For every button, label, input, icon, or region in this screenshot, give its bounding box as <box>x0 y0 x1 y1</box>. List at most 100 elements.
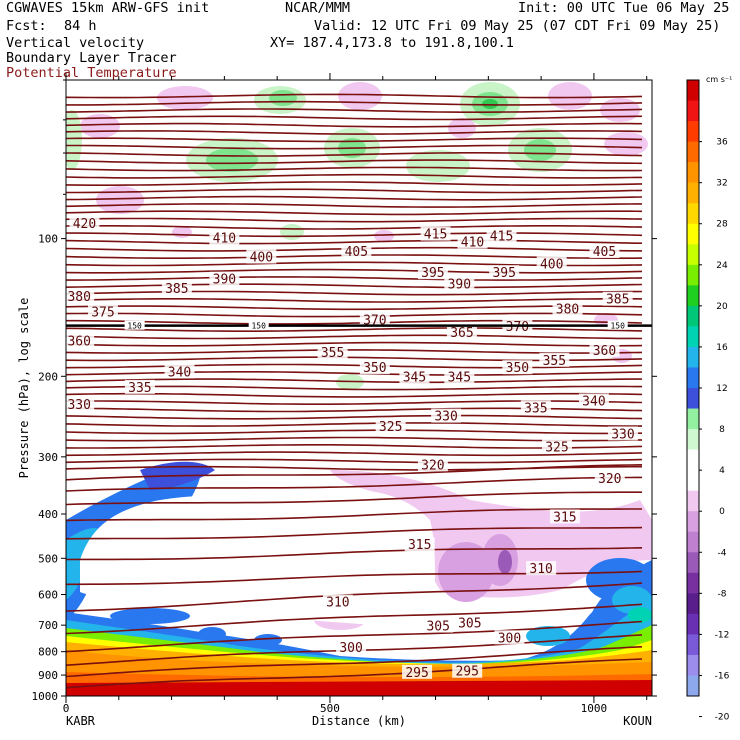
isentrope-label: 360 <box>67 335 90 350</box>
isentrope-label: 345 <box>448 370 471 385</box>
cross-section-endpoints: XY= 187.4,173.8 to 191.8,100.1 <box>270 35 514 51</box>
isentrope-line <box>66 152 643 157</box>
colorbar-swatch <box>687 531 699 553</box>
isentrope-line <box>66 547 643 561</box>
colorbar-swatch <box>687 244 699 266</box>
isentrope-label-bg <box>336 639 367 654</box>
isentrope-line <box>66 385 643 391</box>
field-potential-temperature: Potential Temperature <box>6 65 177 81</box>
colorbar-label: 32 <box>716 179 727 189</box>
bl-tracer-contours: 150 150 150 <box>66 320 652 331</box>
isentrope-label: 375 <box>91 305 114 320</box>
forecast-hour: 84 h <box>64 18 97 34</box>
isentrope-label: 330 <box>67 398 90 413</box>
colorbar-label: 12 <box>716 384 727 394</box>
isentrope-label: 385 <box>165 282 188 297</box>
isentrope-line <box>66 173 643 179</box>
isentrope-line <box>66 451 643 457</box>
isentrope-line <box>66 458 643 464</box>
colorbar-swatch <box>687 285 699 307</box>
colorbar-label: -12 <box>715 630 730 640</box>
isentrope-line <box>66 93 643 99</box>
isentrope-label: 355 <box>321 346 344 361</box>
x-axis: 0 500 1000 <box>63 73 648 715</box>
colorbar-swatch <box>687 470 699 492</box>
isentrope-label-bg <box>404 537 435 552</box>
isentrope-line <box>66 526 643 540</box>
isentrope-label-bg <box>494 630 525 645</box>
isentrope-label-bg <box>446 325 477 340</box>
y-axis-label: Pressure (hPa), log scale <box>17 298 31 479</box>
bl-tracer-label: 150 <box>610 322 625 331</box>
isentrope-label-bg <box>124 379 155 394</box>
isentrope-label-bg <box>552 301 583 316</box>
x-tick-label: 0 <box>63 702 70 715</box>
isentrope-label-bg <box>164 364 195 379</box>
colorbar-swatch <box>687 346 699 368</box>
colorbar-swatch <box>687 203 699 225</box>
colorbar-label: 36 <box>716 138 728 148</box>
left-station-label: KABR <box>66 714 96 728</box>
isentrope-label-bg <box>66 396 95 411</box>
isentrope-label: 415 <box>490 230 513 245</box>
isentrope-line <box>66 276 643 281</box>
isentrope-line <box>66 429 643 435</box>
isentrope-label-bg <box>602 291 633 306</box>
isentrope-label: 380 <box>556 303 579 318</box>
isentrope-label-bg <box>359 360 390 375</box>
isentrope-line <box>66 341 643 347</box>
colorbar-swatch <box>687 429 699 451</box>
isentrope-label: 315 <box>553 510 576 525</box>
isentrope-label: 295 <box>405 666 428 681</box>
colorbar-swatch <box>687 490 699 512</box>
organization: NCAR/MMM <box>285 0 351 16</box>
x-tick-label: 1000 <box>581 702 608 715</box>
isentrope-label: 410 <box>461 236 484 251</box>
bl-tracer-label-bg <box>124 320 145 330</box>
isentrope-label-bg <box>431 408 462 423</box>
isentrope-label-bg <box>541 439 572 454</box>
isentrope-label: 385 <box>606 293 629 308</box>
isentrope-label: 310 <box>529 562 552 577</box>
colorbar-swatch <box>687 552 699 574</box>
isentrope-label: 310 <box>326 596 349 611</box>
isentrope-line <box>66 217 643 223</box>
isentrope-line <box>66 159 643 165</box>
y-tick-label: 400 <box>38 508 58 521</box>
isentrope-line <box>66 476 643 492</box>
isentrope-label-bg <box>526 561 557 576</box>
colorbar-label: 0 <box>719 507 725 517</box>
isentrope-label: 340 <box>168 365 191 380</box>
isentrope-line <box>66 203 643 208</box>
isentrope-line <box>66 166 643 172</box>
isentrope-label: 325 <box>545 440 568 455</box>
colorbar-label: -16 <box>715 671 730 681</box>
isentrope-label-bg <box>87 304 118 319</box>
isentrope-label: 405 <box>345 245 368 260</box>
isentrope-label: 335 <box>524 401 547 416</box>
isentrope-label: 300 <box>498 631 521 646</box>
isentrope-label: 350 <box>363 361 386 376</box>
colorbar-label: 4 <box>719 466 725 476</box>
y-tick-label: 600 <box>38 589 58 602</box>
isentrope-label: 400 <box>250 251 273 266</box>
isentrope-line <box>66 298 643 303</box>
forecast-label: Fcst: <box>6 18 47 34</box>
isentrope-line <box>66 582 643 612</box>
x-axis-label: Distance (km) <box>312 714 406 728</box>
init-time: Init: 00 UTC Tue 06 May 25 <box>518 0 730 16</box>
model-title: CGWAVES 15km ARW-GFS init <box>6 0 210 16</box>
colorbar-label: -20 <box>715 713 730 723</box>
isentrope-line <box>66 658 643 689</box>
isentrope-label: 390 <box>213 273 236 288</box>
colorbar-swatch <box>687 572 699 594</box>
colorbar-unit: cm s⁻¹ <box>706 75 732 84</box>
isentrope-line <box>66 392 643 398</box>
colorbar-swatch <box>687 223 699 245</box>
isentrope-label-bg <box>578 393 609 408</box>
isentrope-label: 300 <box>339 641 362 656</box>
isentrope-line <box>66 181 643 186</box>
